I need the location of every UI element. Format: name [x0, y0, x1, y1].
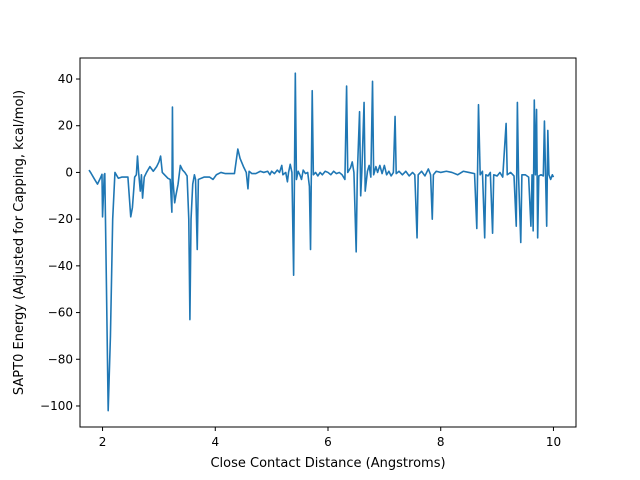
- x-axis-label: Close Contact Distance (Angstroms): [210, 456, 445, 471]
- data-layer: [88, 72, 555, 412]
- y-tick-label: −100: [40, 399, 73, 413]
- x-axis: 2 4 6 8 10: [99, 427, 561, 449]
- y-tick-label: 20: [58, 119, 73, 133]
- y-tick-label: 0: [65, 165, 73, 179]
- x-tick-label: 2: [99, 435, 107, 449]
- y-tick-label: −20: [48, 212, 73, 226]
- series-line-0: [88, 72, 555, 412]
- x-tick-label: 10: [546, 435, 561, 449]
- y-tick-label: −80: [48, 352, 73, 366]
- x-tick-label: 6: [324, 435, 332, 449]
- x-tick-label: 8: [437, 435, 445, 449]
- y-axis-label: SAPT0 Energy (Adjusted for Capping, kcal…: [12, 90, 27, 395]
- y-tick-label: −40: [48, 259, 73, 273]
- y-tick-label: 40: [58, 72, 73, 86]
- y-axis: −100 −80 −60 −40 −20 0 20 40: [40, 72, 80, 413]
- y-tick-label: −60: [48, 306, 73, 320]
- x-tick-label: 4: [211, 435, 219, 449]
- plot-area: [80, 58, 576, 427]
